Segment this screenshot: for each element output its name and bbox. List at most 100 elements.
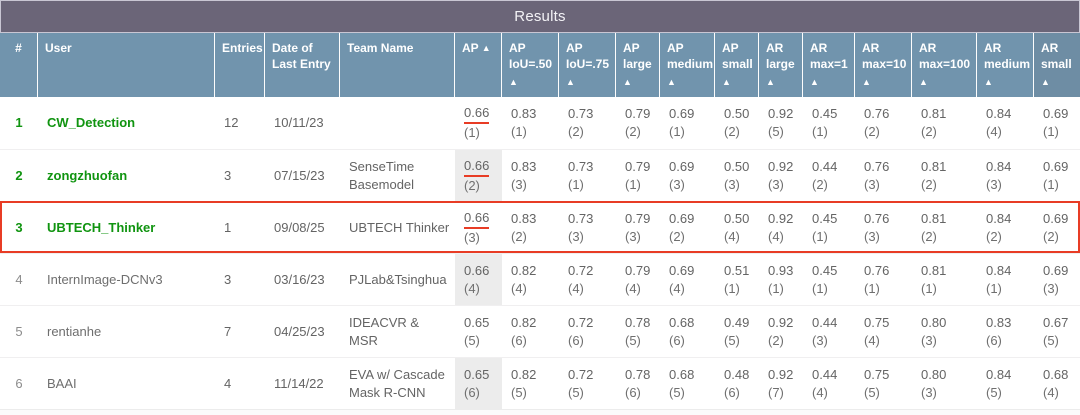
metric-cell-apl: 0.78 (6) [616,358,660,409]
sort-ascending-icon: ▲ [862,77,871,87]
header-label-line: AP [566,41,583,55]
metric-value: 0.75 [864,314,890,330]
column-header-date[interactable]: Date of Last Entry [265,33,340,97]
metric-value: 0.66 [464,157,498,177]
metric-value: 0.84 [986,210,1012,226]
leaderboard-row: 6 BAAI 4 11/14/22 EVA w/ Cascade Mask R-CNN 0.… [0,357,1080,409]
metric-rank: (4) [986,124,1002,139]
column-header-entries[interactable]: Entries [215,33,265,97]
header-label-line: small [1041,57,1072,71]
metric-value: 0.66 [464,104,498,124]
header-label-line: Last Entry [272,57,331,71]
header-label-line: medium [667,57,714,71]
metric-value: 0.69 [1043,158,1069,174]
rank-cell: 5 [0,306,38,357]
metric-rank: (2) [921,176,937,192]
metric-value-underlined: 0.66 [464,104,490,124]
metric-value: 0.83 [511,210,537,226]
column-header-ars[interactable]: AR small ▲ [1034,33,1080,97]
rank-cell: 6 [0,358,38,409]
column-header-arl[interactable]: AR large ▲ [759,33,803,97]
metric-cell-ap: 0.66 (3) [455,202,502,253]
metric-cell-armax100: 0.81 (2) [912,97,977,149]
metric-cell-ap75: 0.72 (6) [559,306,616,357]
column-header-ap75[interactable]: AP IoU=.75 ▲ [559,33,616,97]
sort-ascending-icon-line: ▲ [667,74,711,91]
metric-rank: (3) [921,384,937,400]
column-header-arm[interactable]: AR medium ▲ [977,33,1034,97]
metric-cell-ap75: 0.73 (1) [559,150,616,201]
user-name: InternImage-DCNv3 [47,271,163,287]
metric-cell-ap75: 0.73 (3) [559,202,616,253]
metric-rank: (5) [1043,332,1059,348]
metric-cell-arl: 0.92 (7) [759,358,803,409]
metric-cell-ars: 0.69 (1) [1034,97,1080,149]
metric-rank: (6) [669,332,685,348]
metric-cell-ap50: 0.82 (4) [502,254,559,305]
metric-cell-ars: 0.67 (5) [1034,306,1080,357]
user-cell: zongzhuofan [38,150,215,201]
metric-cell-armax10: 0.76 (3) [855,202,912,253]
sort-ascending-icon: ▲ [722,77,731,87]
metric-cell-ap: 0.65 (5) [455,306,502,357]
metric-rank: (3) [669,176,685,192]
metric-rank: (1) [812,280,828,296]
column-header-rank[interactable]: # [0,33,38,97]
column-header-team[interactable]: Team Name [340,33,455,97]
metric-rank: (2) [1043,228,1059,244]
metric-rank: (7) [768,384,784,400]
header-label-line: IoU=.50 [509,57,553,71]
column-header-apm[interactable]: AP medium ▲ [660,33,715,97]
metric-value-underlined: 0.66 [464,157,490,177]
column-header-armax1[interactable]: AR max=1 ▲ [803,33,855,97]
team-name-line: MSR [349,332,378,348]
metric-cell-aps: 0.48 (6) [715,358,759,409]
metric-value: 0.72 [568,366,594,382]
header-label-line: AR [1041,41,1059,55]
metric-cell-ap: 0.65 (6) [455,358,502,409]
column-header-apl[interactable]: AP large ▲ [616,33,660,97]
team-name-cell: IDEACVR & MSR [340,306,455,357]
metric-value: 0.79 [625,210,651,226]
metric-rank: (6) [511,332,527,348]
metric-rank: (4) [568,280,584,296]
sort-ascending-icon-line: ▲ [722,74,755,91]
metric-value: 0.80 [921,366,947,382]
header-label-line: AP [722,41,739,55]
metric-cell-arl: 0.93 (1) [759,254,803,305]
leaderboard-body: 1 CW_Detection 12 10/11/23 0.66 (1) 0.83 (1) 0.7… [0,97,1080,409]
metric-value: 0.51 [724,262,750,278]
metric-rank: (1) [511,124,527,139]
metric-rank: (2) [812,176,828,192]
metric-rank: (4) [1043,384,1059,400]
column-header-ap[interactable]: AP ▲ [455,33,502,97]
metric-rank: (4) [812,384,828,400]
header-label-line: AP [623,41,640,55]
column-header-armax100[interactable]: AR max=100 ▲ [912,33,977,97]
team-name-line: Basemodel [349,176,415,192]
metric-rank: (3) [864,176,880,192]
metric-rank: (2) [768,332,784,348]
metric-rank: (2) [568,124,584,139]
column-header-armax10[interactable]: AR max=10 ▲ [855,33,912,97]
metric-cell-apl: 0.79 (3) [616,202,660,253]
header-label-line: AP [509,41,526,55]
column-header-aps[interactable]: AP small ▲ [715,33,759,97]
entries-cell: 7 [224,323,232,339]
metric-value: 0.73 [568,210,594,226]
metric-cell-armax10: 0.76 (3) [855,150,912,201]
metric-rank: (1) [1043,176,1059,192]
header-label-line: max=10 [862,57,907,71]
sort-ascending-icon-line: ▲ [509,74,555,91]
metric-value: 0.68 [669,366,695,382]
metric-rank: (5) [625,332,641,348]
column-header-user[interactable]: User [38,33,215,97]
column-header-ap50[interactable]: AP IoU=.50 ▲ [502,33,559,97]
metric-cell-ap50: 0.82 (6) [502,306,559,357]
metric-value: 0.45 [812,210,838,226]
table-footer-strip [0,409,1080,415]
metric-rank: (2) [464,177,480,193]
rank-number: 3 [15,219,23,235]
header-label-line: AR [810,41,828,55]
metric-rank: (3) [625,228,641,244]
